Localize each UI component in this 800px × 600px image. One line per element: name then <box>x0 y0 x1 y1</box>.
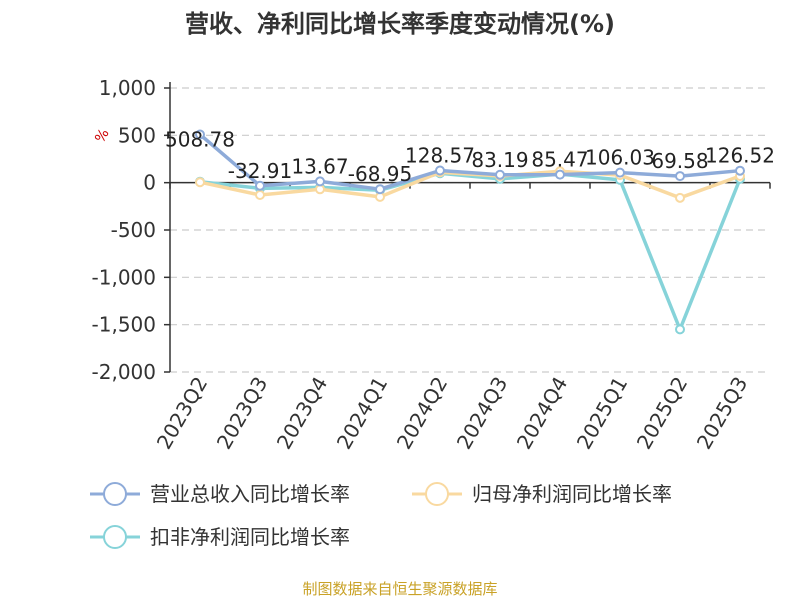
x-tick-label: 2024Q3 <box>452 373 512 454</box>
x-tick-label: 2023Q4 <box>272 373 332 454</box>
data-point <box>255 189 265 200</box>
data-point <box>375 184 385 195</box>
series-line <box>199 171 742 332</box>
y-tick-label: -1,500 <box>92 313 156 337</box>
legend-label: 营业总收入同比增长率 <box>150 482 350 506</box>
data-label: 106.03 <box>585 146 655 170</box>
data-point <box>735 165 745 176</box>
unit-label: % <box>92 126 113 146</box>
y-axis-ticks: 1,000 500 0 -500 -1,000 -1,500 -2,000 <box>92 76 156 384</box>
chart-title: 营收、净利同比增长率季度变动情况(%) <box>185 10 615 38</box>
data-point <box>495 169 505 180</box>
data-label: 508.78 <box>165 128 235 152</box>
data-label: -68.95 <box>348 162 412 186</box>
x-axis-ticks: 2023Q2 2023Q3 2023Q4 2024Q1 2024Q2 2024Q3 2024… <box>152 373 752 454</box>
y-tick-label: 0 <box>143 171 156 195</box>
data-point <box>195 177 205 188</box>
x-tick-label: 2025Q2 <box>632 373 692 454</box>
x-tick-label: 2025Q3 <box>692 373 752 454</box>
data-label: 83.19 <box>471 148 528 172</box>
y-tick-label: -500 <box>111 218 156 242</box>
y-tick-label: 500 <box>118 123 156 147</box>
data-point <box>675 324 685 335</box>
legend-label: 归母净利润同比增长率 <box>472 482 672 506</box>
data-label: 85.47 <box>531 148 588 172</box>
data-label: 128.57 <box>405 143 475 167</box>
legend-item: 营业总收入同比增长率 <box>90 482 350 506</box>
legend-marker <box>425 482 449 506</box>
x-tick-label: 2023Q3 <box>212 373 272 454</box>
x-tick-label: 2024Q2 <box>392 373 452 454</box>
data-point <box>555 169 565 180</box>
data-point <box>675 171 685 182</box>
x-tick-label: 2024Q4 <box>512 373 572 454</box>
data-point <box>435 165 445 176</box>
legend-marker <box>103 525 127 549</box>
x-tick-label: 2024Q1 <box>332 373 392 454</box>
series-line <box>198 133 741 191</box>
legend-item: 归母净利润同比增长率 <box>412 482 672 506</box>
y-tick-label: -1,000 <box>92 265 156 289</box>
data-point <box>195 129 205 140</box>
axes <box>164 82 771 373</box>
data-point <box>315 176 325 187</box>
data-point <box>255 180 265 191</box>
data-point <box>615 167 625 178</box>
y-tick-label: -2,000 <box>92 360 156 384</box>
data-label: 13.67 <box>291 154 348 178</box>
data-point <box>315 184 325 195</box>
data-label: 69.58 <box>651 149 708 173</box>
legend-marker <box>103 482 127 506</box>
data-point <box>675 192 685 203</box>
y-tick-label: 1,000 <box>99 76 156 100</box>
data-label: 126.52 <box>705 144 775 168</box>
series-group <box>195 129 745 335</box>
data-label: -32.91 <box>228 159 292 183</box>
x-tick-label: 2025Q1 <box>572 373 632 454</box>
legend-label: 扣非净利润同比增长率 <box>150 525 350 549</box>
legend-item: 扣非净利润同比增长率 <box>90 525 350 549</box>
x-tick-label: 2023Q2 <box>152 373 212 454</box>
source-note: 制图数据来自恒生聚源数据库 <box>302 580 497 598</box>
